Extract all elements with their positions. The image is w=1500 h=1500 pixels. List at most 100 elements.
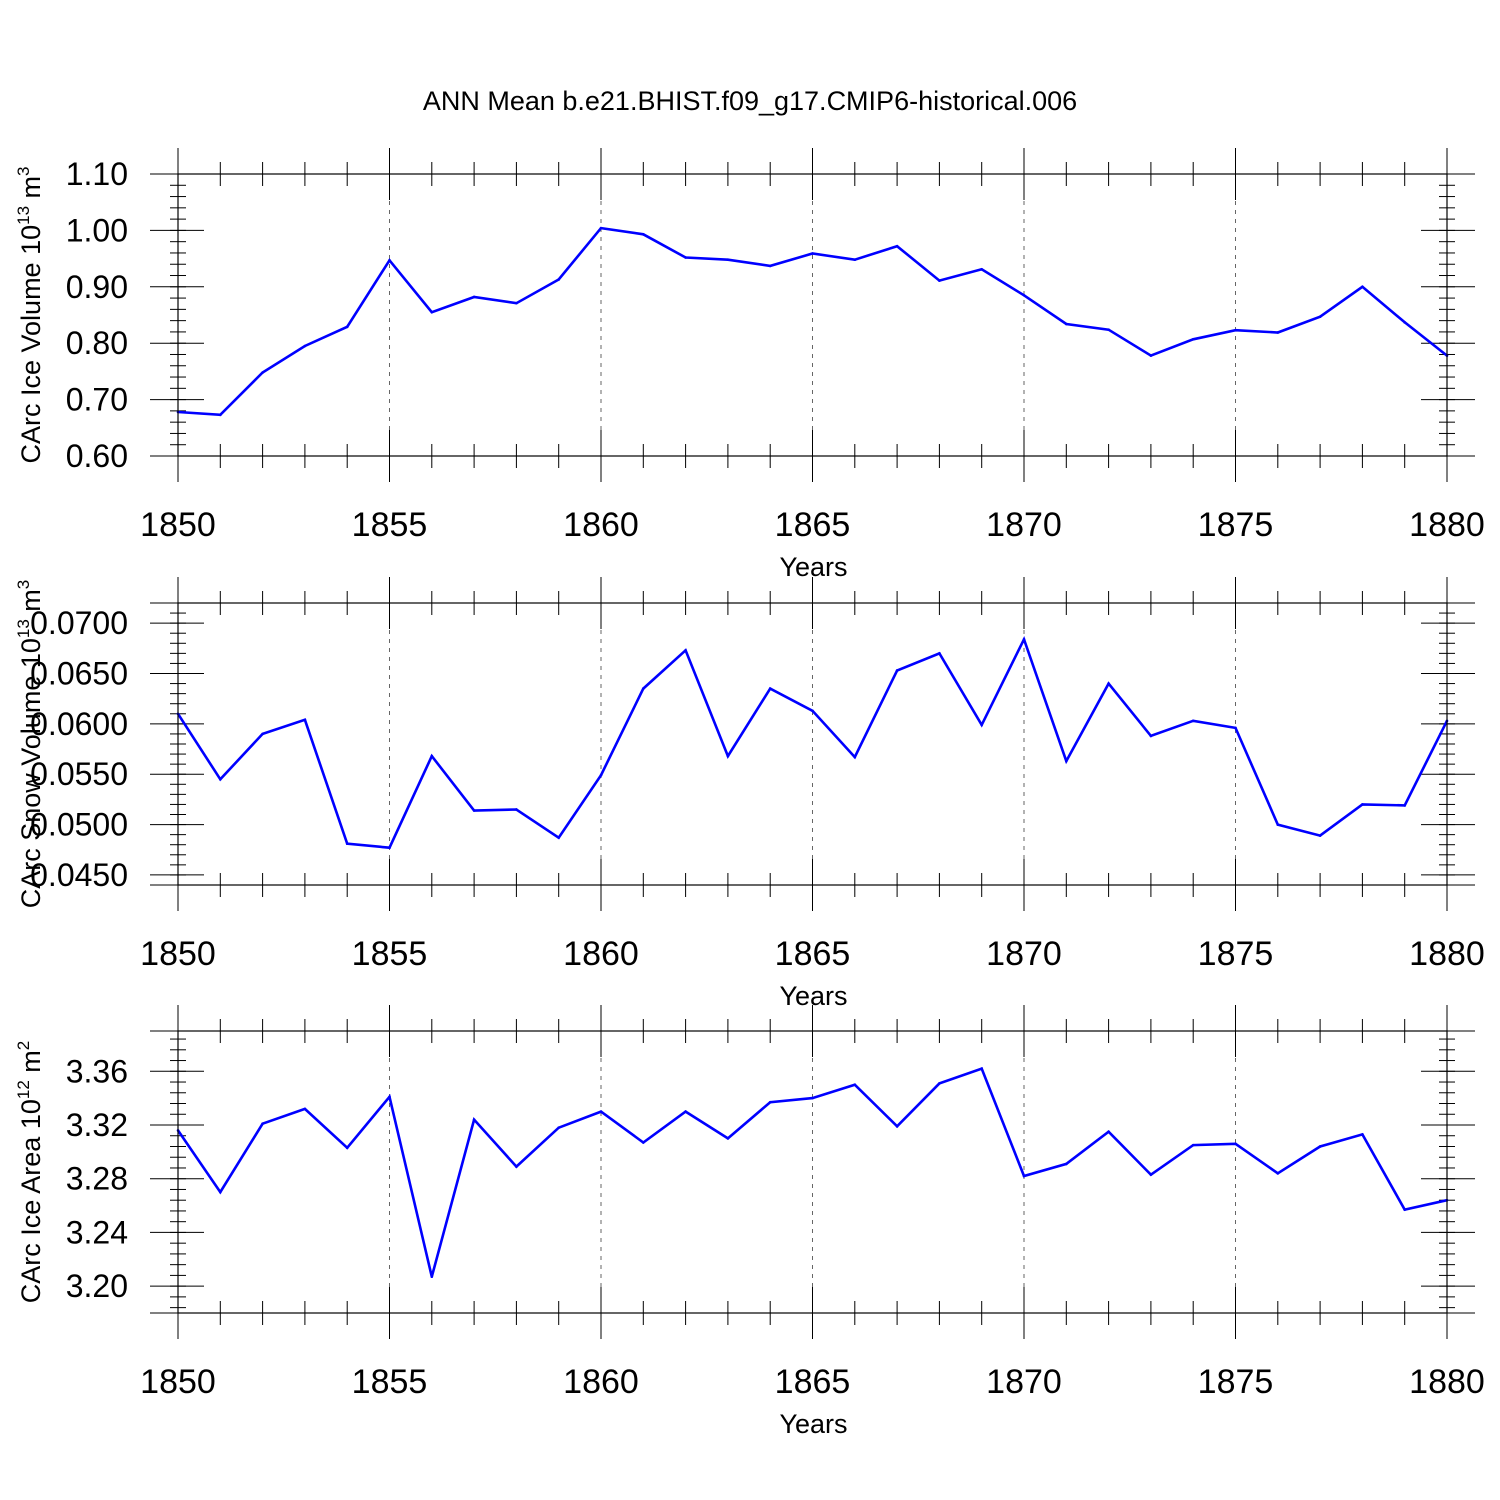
- data-point: [557, 1126, 560, 1129]
- data-point: [1065, 322, 1068, 326]
- data-point: [1022, 293, 1026, 297]
- data-point: [261, 732, 264, 736]
- plot-frame: [177, 173, 1448, 457]
- data-point: [853, 1083, 857, 1087]
- x-tick-label: 1880: [1409, 1363, 1485, 1401]
- data-point: [345, 1146, 349, 1150]
- data-point: [261, 1122, 264, 1125]
- y-axis-title: CArc Ice Area 1012 m2: [14, 1041, 46, 1304]
- data-point: [642, 233, 645, 236]
- data-point: [388, 846, 391, 850]
- y-tick-label: 0.90: [66, 269, 128, 305]
- data-point: [642, 687, 645, 690]
- data-point: [811, 252, 814, 255]
- data-point: [303, 718, 307, 722]
- y-axis-title-main: CArc Ice Volume 10: [16, 225, 46, 464]
- x-tick-label: 1860: [563, 935, 639, 973]
- data-point: [430, 1275, 434, 1279]
- data-point: [895, 244, 899, 248]
- x-tick-label: 1875: [1198, 1363, 1274, 1401]
- data-point: [599, 226, 603, 230]
- data-point: [1318, 834, 1322, 837]
- data-point: [303, 1107, 307, 1111]
- data-point: [895, 669, 899, 672]
- y-tick-label: 3.32: [66, 1107, 128, 1143]
- x-tick-label: 1875: [1198, 506, 1274, 544]
- data-point: [1403, 321, 1406, 324]
- x-tick-label: 1855: [352, 935, 428, 973]
- y-axis-title-unit-exponent: 3: [14, 580, 33, 589]
- data-point: [980, 1067, 983, 1070]
- plot-frame: [177, 1030, 1448, 1314]
- y-tick-label: 0.80: [66, 325, 128, 361]
- x-tick-label: 1870: [986, 1363, 1062, 1401]
- y-axis-title: CArc Snow Volume 1013 m3: [14, 580, 46, 909]
- data-point: [1065, 1162, 1068, 1166]
- data-point: [1276, 331, 1280, 334]
- data-point: [726, 258, 730, 262]
- data-point: [853, 755, 857, 759]
- data-point: [1022, 1174, 1026, 1178]
- data-point: [684, 649, 687, 652]
- data-point: [515, 1165, 518, 1168]
- data-point: [430, 310, 434, 314]
- y-tick-label: 0.0500: [30, 807, 128, 843]
- plot-frame: [177, 602, 1448, 886]
- data-point: [938, 1082, 941, 1085]
- y-axis-title-exponent: 13: [14, 619, 33, 638]
- data-point: [1149, 354, 1153, 357]
- x-axis-title: Years: [779, 1409, 847, 1439]
- data-point: [768, 1100, 772, 1104]
- x-tick-label: 1865: [775, 506, 851, 544]
- x-axis-title: Years: [779, 552, 847, 582]
- panel-snow-volume: 1850 1855 1860 1865 1870 1875 1880 0.0450 0.0500…: [14, 577, 1485, 1011]
- y-axis-title-unit-exponent: 3: [14, 166, 33, 175]
- x-tick-label: 1870: [986, 506, 1062, 544]
- data-point: [388, 258, 391, 262]
- data-point: [938, 279, 941, 282]
- y-axis-title: CArc Ice Volume 1013 m3: [14, 166, 46, 463]
- data-point: [1191, 719, 1195, 723]
- y-tick-label: 0.0650: [30, 656, 128, 692]
- data-point: [1107, 1130, 1110, 1134]
- data-point: [811, 709, 814, 713]
- data-point: [1149, 1173, 1153, 1176]
- data-point: [1234, 1142, 1237, 1146]
- data-point: [1318, 315, 1322, 318]
- y-tick-label: 0.70: [66, 382, 128, 418]
- data-point: [345, 842, 349, 846]
- x-axis-title: Years: [779, 981, 847, 1011]
- data-point: [1234, 726, 1237, 730]
- x-tick-label: 1855: [352, 1363, 428, 1401]
- y-tick-label: 3.24: [66, 1214, 128, 1250]
- data-point: [811, 1096, 814, 1100]
- x-tick-label: 1865: [775, 1363, 851, 1401]
- y-axis-title-exponent: 12: [14, 1080, 33, 1099]
- x-tick-label: 1850: [140, 935, 216, 973]
- data-point: [642, 1141, 645, 1144]
- data-point: [895, 1125, 899, 1128]
- data-point: [599, 1110, 603, 1113]
- data-point: [1149, 734, 1153, 738]
- x-tick-label: 1860: [563, 506, 639, 544]
- y-axis-title-unit: m: [16, 176, 46, 206]
- data-point: [388, 1095, 391, 1099]
- data-point: [1191, 337, 1195, 341]
- panel-ice-area: 1850 1855 1860 1865 1870 1875 1880 3.20 3.24 3.28…: [14, 1005, 1485, 1439]
- data-point: [726, 1137, 730, 1140]
- y-tick-label: 0.0600: [30, 706, 128, 742]
- data-point: [557, 278, 560, 281]
- data-point: [853, 258, 857, 262]
- data-point: [472, 1118, 476, 1121]
- data-point: [219, 777, 222, 781]
- x-tick-label: 1860: [563, 1363, 639, 1401]
- y-axis-title-unit: m: [16, 589, 46, 619]
- data-point: [1318, 1145, 1322, 1148]
- y-axis-title-unit-exponent: 2: [14, 1041, 33, 1050]
- data-point: [472, 295, 476, 299]
- y-tick-label: 0.0700: [30, 605, 128, 641]
- x-tick-label: 1870: [986, 935, 1062, 973]
- y-axis-title-exponent: 13: [14, 206, 33, 225]
- data-point: [599, 773, 603, 777]
